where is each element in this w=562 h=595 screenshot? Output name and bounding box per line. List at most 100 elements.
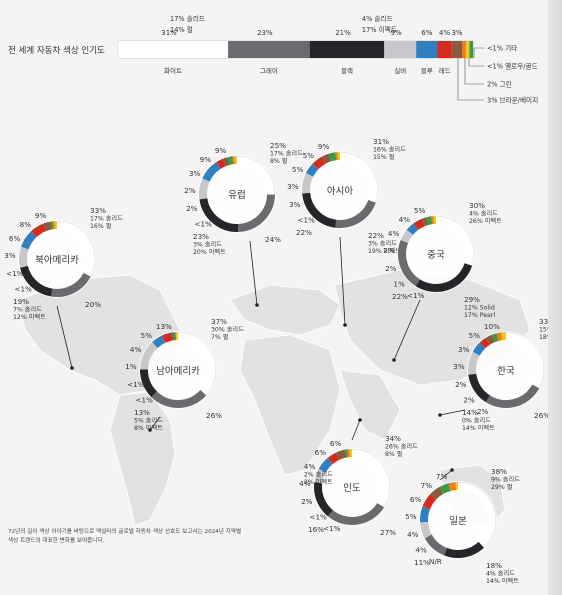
donut-segment-brown	[430, 486, 444, 500]
donut-label: 8% 이펙트	[134, 424, 163, 432]
donut-segment-silver	[199, 178, 210, 200]
legend-entry: 3% 브라운/베이지	[487, 96, 538, 105]
donut-segment-blue	[305, 163, 319, 177]
region-pointer	[351, 419, 361, 441]
donut-segment-gray	[398, 240, 421, 287]
donut-segment-red	[327, 452, 340, 464]
donut-segment-gray	[485, 384, 540, 408]
donut-region-label: 아시아	[327, 186, 353, 197]
donut-segment-orange	[496, 332, 503, 341]
global-bar-pct: 31%	[161, 29, 177, 37]
page-title: 전 세계 자동차 색상 인기도	[8, 45, 105, 56]
donut-region-label: 인도	[343, 483, 361, 494]
region-pointer	[439, 409, 466, 416]
region-dot	[438, 413, 442, 417]
donut-label: 14%	[462, 408, 478, 417]
region-dot	[148, 428, 152, 432]
donut-segment-silver	[420, 521, 432, 539]
donut-label: <1%	[407, 291, 425, 300]
donut-label: 19% 이펙트	[368, 247, 401, 255]
footnote: 72년의 길이 색상 이야기를 바탕으로 액설타의 글로벌 자동차 색상 선호도…	[8, 528, 308, 546]
white-segment-edge	[339, 151, 379, 203]
donut-segment-green	[426, 216, 433, 225]
global-bar-note: 17% 이펙트	[362, 25, 397, 34]
donut-segment-brown	[222, 157, 230, 167]
donut-label: 2%	[184, 186, 196, 195]
global-bar-segment-brown	[451, 41, 463, 58]
white-segment-edge	[236, 155, 276, 195]
region-pointer	[249, 240, 258, 306]
donut-label: 2% 솔리드	[304, 471, 333, 479]
donut-label: 22%	[368, 231, 384, 240]
donut-segment-red	[161, 332, 173, 343]
donut-label: 2%	[383, 246, 395, 255]
region-pointer	[339, 236, 346, 326]
donut-label: <1%	[309, 513, 327, 522]
donut-segment-white	[339, 152, 378, 203]
donut-label: 0% 솔리드	[462, 417, 491, 425]
donut-label: 9%	[215, 146, 227, 155]
global-bar-pct: 21%	[335, 29, 351, 37]
donut-label: 7%	[421, 481, 433, 490]
donut-label: 9%	[35, 211, 47, 220]
donut-segment-black	[314, 482, 334, 517]
donut-segment-black	[468, 373, 491, 403]
donut-label: 5%	[469, 331, 481, 340]
donut-label: 29% 펄	[491, 483, 513, 491]
donut-segment-white	[435, 216, 474, 266]
donut-label: <1%	[297, 216, 315, 225]
donut-label: 3%	[289, 200, 301, 209]
donut-segment-blue	[202, 162, 221, 182]
donut-label: 22%	[392, 292, 408, 301]
donut-segment-gray	[327, 502, 385, 525]
donut-label: 24%	[265, 235, 281, 244]
donut-label: 31%	[373, 137, 389, 146]
donut-segment-gray	[424, 534, 448, 556]
donut-label: 7% 펄	[211, 333, 229, 341]
global-bar-note: 4% 솔리드	[362, 14, 393, 23]
donut-label: 4%	[130, 345, 142, 354]
region-dot	[358, 418, 362, 422]
donut-segment-blue	[420, 506, 431, 523]
donut-label: 2%	[385, 264, 397, 273]
region-dot	[392, 358, 396, 362]
donut-segment-black	[140, 369, 158, 398]
global-bar-pct: 4%	[439, 29, 450, 37]
donut-label: 6%	[410, 495, 422, 504]
footnote-line: 색상 트렌드의 대표한 변화를 보여줍니다.	[8, 538, 105, 544]
donut-segment-gray	[151, 389, 207, 408]
donut-label: 6%	[9, 234, 21, 243]
white-segment-edge	[351, 448, 391, 508]
donut-label: 2%	[463, 396, 475, 405]
donut-segment-brown	[422, 217, 429, 227]
donut-label: 12% Solid	[464, 305, 495, 312]
donut-segment-silver	[140, 342, 158, 370]
donut-label: 5%	[303, 151, 315, 160]
donut-region-label: 남아메리카	[156, 366, 200, 377]
donut-segment-blue	[406, 223, 419, 235]
global-bar-label: 레드	[439, 66, 451, 75]
donut-segment-black	[199, 198, 239, 232]
donut-label: 17% Pearl	[464, 312, 495, 319]
donut-label: 17% 솔리드	[90, 215, 123, 223]
donut-label: 26%	[534, 411, 550, 420]
donut-label: <1%	[6, 269, 24, 278]
donut-label: 33%	[539, 317, 555, 326]
legend-entry: 2% 그린	[487, 80, 512, 89]
donut-label: 22%	[296, 228, 312, 237]
donut-bg	[139, 331, 217, 409]
donut-bg	[419, 481, 497, 559]
donut-label: 3% 솔리드	[193, 241, 222, 249]
donut-label: 5% 솔리드	[134, 417, 163, 425]
donut-segment-orange	[448, 482, 457, 491]
donut-segment-green	[328, 152, 337, 162]
donut-segment-white	[351, 449, 390, 508]
donut-label: 29%	[464, 295, 480, 304]
legend-leader	[468, 58, 484, 67]
donut-segment-black	[444, 541, 485, 558]
donut-segment-gray	[335, 199, 376, 228]
region-dot	[450, 468, 454, 472]
white-segment-edge	[505, 331, 545, 389]
donut-label: 3%	[453, 362, 465, 371]
